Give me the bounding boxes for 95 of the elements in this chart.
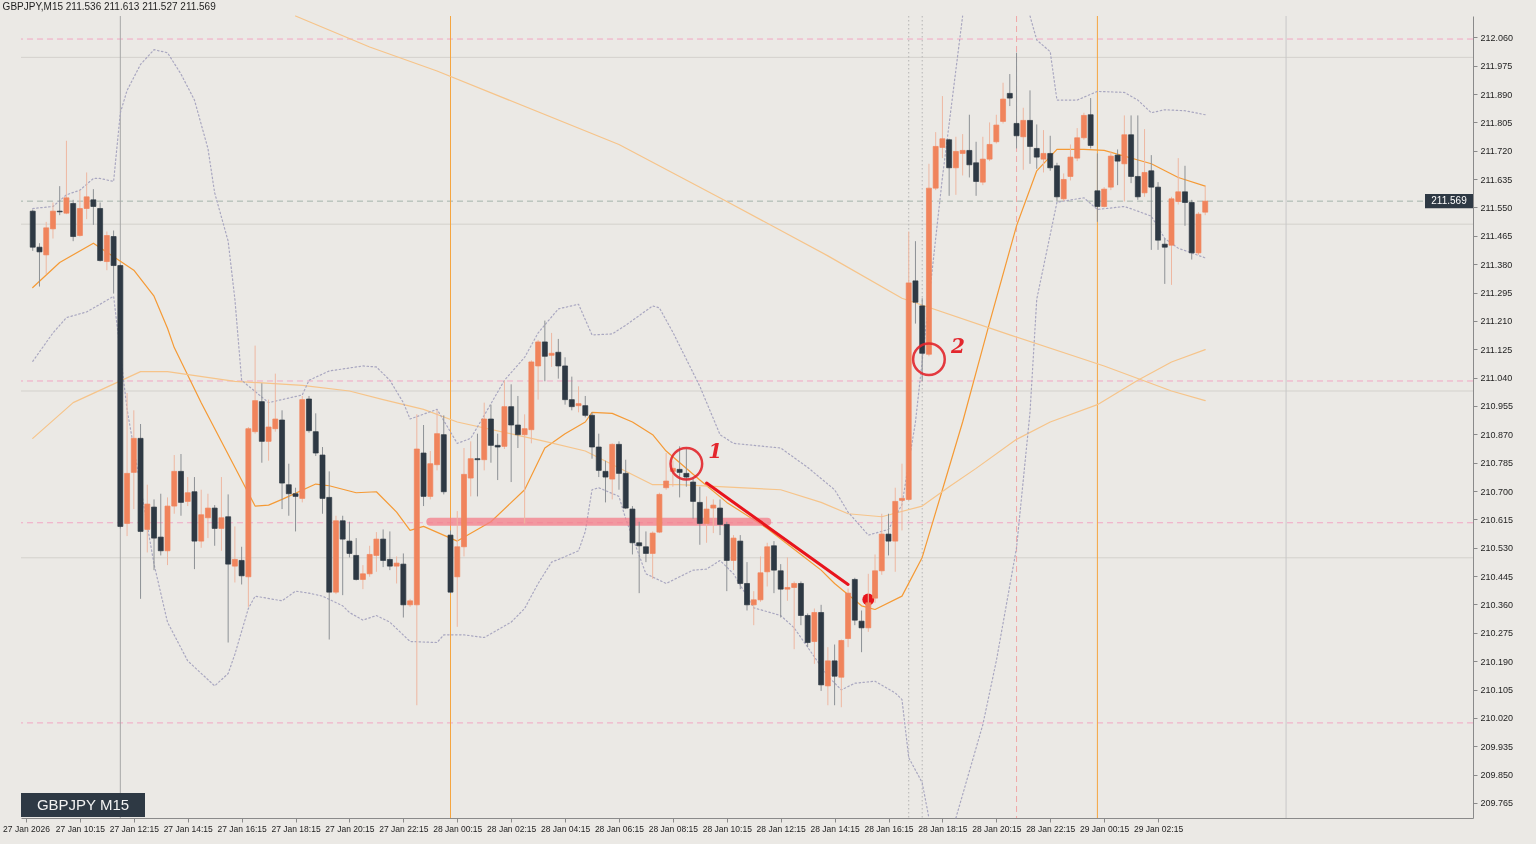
y-tick-label: 210.275	[1480, 628, 1514, 639]
x-tick-label: 29 Jan 02:15	[1133, 823, 1184, 834]
annotation: GBPJPY M15	[36, 796, 130, 813]
candlestick	[1013, 52, 1020, 149]
candlestick	[575, 385, 582, 413]
candlestick	[831, 644, 838, 706]
candlestick	[1020, 107, 1027, 171]
candlestick	[683, 448, 690, 488]
x-tick-label: 28 Jan 20:15	[972, 823, 1022, 834]
y-tick-label: 211.210	[1480, 316, 1513, 327]
y-tick-label: 210.530	[1480, 543, 1514, 554]
y-tick-label: 210.785	[1480, 458, 1514, 469]
y-tick-label: 210.700	[1480, 486, 1514, 497]
y-tick-label: 211.465	[1480, 231, 1513, 242]
y-tick-label: 210.615	[1480, 514, 1514, 525]
x-tick-label: 27 Jan 2026	[3, 823, 51, 834]
candlestick	[730, 534, 737, 571]
x-tick-label: 28 Jan 12:15	[756, 823, 807, 834]
candlestick	[1114, 148, 1121, 186]
y-tick-label: 211.720	[1480, 146, 1513, 157]
candlestick	[1094, 152, 1101, 223]
candlestick	[548, 332, 555, 368]
candlestick	[339, 515, 346, 596]
candlestick	[1033, 123, 1040, 170]
y-tick-label: 210.360	[1480, 599, 1514, 610]
candlestick	[542, 320, 548, 382]
candlestick	[643, 530, 649, 563]
y-tick-label: 211.550	[1480, 202, 1513, 213]
y-tick-label: 211.890	[1480, 89, 1513, 100]
candlestick	[90, 188, 97, 226]
candlestick	[232, 525, 238, 583]
candlestick	[690, 477, 696, 520]
candlestick	[393, 555, 400, 584]
x-tick-label: 29 Jan 00:15	[1080, 823, 1130, 834]
y-tick-label: 210.870	[1480, 429, 1514, 440]
y-tick-label: 211.975	[1480, 61, 1513, 72]
candlestick	[218, 476, 225, 552]
candlestick	[602, 460, 609, 503]
x-tick-label: 28 Jan 00:15	[433, 823, 483, 834]
candlestick	[858, 609, 865, 653]
y-tick-label: 211.125	[1480, 344, 1513, 355]
y-tick-label: 211.635	[1480, 174, 1513, 185]
candlestick	[63, 140, 70, 215]
x-tick-label: 27 Jan 12:15	[109, 823, 160, 834]
x-tick-label: 28 Jan 16:15	[864, 823, 914, 834]
candlestick	[474, 433, 481, 497]
x-tick-label: 27 Jan 16:15	[217, 823, 267, 834]
x-tick-label: 27 Jan 20:15	[325, 823, 375, 834]
x-tick-label: 28 Jan 22:15	[1026, 823, 1076, 834]
x-tick-label: 27 Jan 10:15	[55, 823, 106, 834]
y-tick-label: 211.380	[1480, 259, 1513, 270]
y-tick-label: 210.105	[1480, 685, 1514, 696]
candlestick	[211, 504, 218, 547]
candlestick	[696, 486, 703, 546]
x-tick-label: 28 Jan 06:15	[594, 823, 645, 834]
candlestick	[184, 476, 191, 507]
x-tick-label: 28 Jan 14:15	[810, 823, 860, 834]
candlestick	[676, 445, 683, 498]
x-tick-label: 27 Jan 14:15	[163, 823, 214, 834]
candlestick	[238, 546, 245, 585]
annotation: 2	[949, 334, 965, 359]
y-tick-label: 211.295	[1480, 288, 1513, 299]
y-tick-label: 210.190	[1480, 656, 1514, 667]
candlestick	[1141, 128, 1148, 198]
candlestick	[312, 412, 319, 457]
y-tick-label: 212.060	[1480, 32, 1514, 43]
candlestick	[1060, 172, 1067, 202]
y-tick-label: 210.445	[1480, 571, 1514, 582]
x-tick-label: 28 Jan 04:15	[540, 823, 591, 834]
y-tick-label: 209.850	[1480, 770, 1514, 781]
candlestick	[993, 114, 1000, 144]
candlestick	[912, 240, 919, 325]
x-tick-label: 28 Jan 02:15	[487, 823, 537, 834]
candlestick	[885, 513, 892, 556]
x-tick-label: 28 Jan 18:15	[918, 823, 968, 834]
y-tick-label: 209.765	[1480, 798, 1514, 809]
chart-title: GBPJPY,M15 211.536 211.613 211.527 211.569	[2, 1, 217, 13]
candlestick	[1202, 185, 1209, 216]
candlestick	[1000, 82, 1006, 124]
candlestick	[1161, 238, 1168, 285]
annotation: 1	[708, 438, 723, 463]
y-tick-label: 210.955	[1480, 401, 1514, 412]
x-tick-label: 28 Jan 10:15	[702, 823, 753, 834]
y-tick-label: 210.020	[1480, 713, 1514, 724]
y-tick-label: 211.040	[1480, 373, 1513, 384]
y-tick-label: 211.805	[1480, 117, 1513, 128]
candlestick	[1006, 73, 1013, 107]
candlestick	[1040, 129, 1047, 173]
x-tick-label: 27 Jan 22:15	[379, 823, 429, 834]
candlestick	[663, 452, 669, 491]
ref-line-label: 211.569	[1431, 195, 1468, 207]
x-tick-label: 27 Jan 18:15	[271, 823, 321, 834]
x-tick-label: 28 Jan 08:15	[648, 823, 699, 834]
y-tick-label: 209.935	[1480, 741, 1514, 752]
candlestick	[346, 521, 353, 558]
